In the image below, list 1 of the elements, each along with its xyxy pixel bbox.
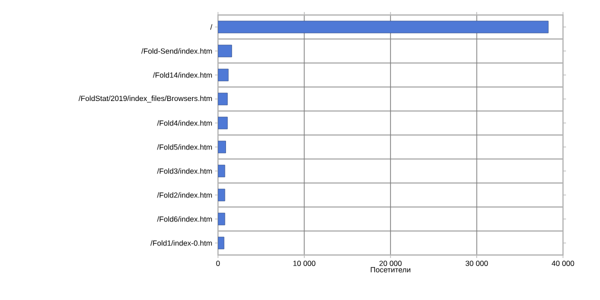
bar <box>218 20 549 34</box>
